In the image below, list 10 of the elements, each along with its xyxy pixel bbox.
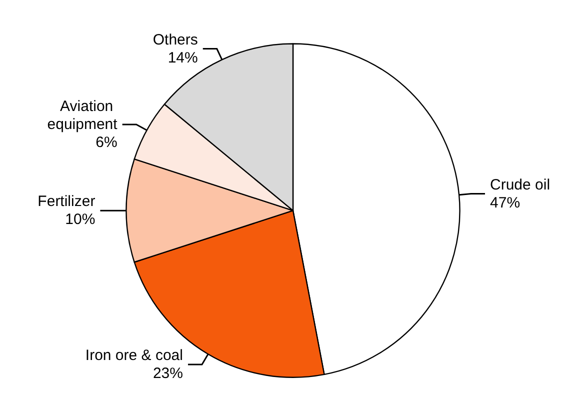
data-label: 14%	[168, 49, 198, 66]
slice-label: Others	[152, 31, 198, 48]
data-label: 10%	[65, 211, 96, 228]
data-label: 47%	[490, 194, 520, 212]
slice-label: Iron ore & coal	[85, 346, 183, 364]
slice-label: Crude oil	[490, 176, 550, 194]
slice-label: Aviation equipment	[47, 98, 118, 133]
slice-label: Fertilizer	[38, 193, 96, 210]
data-label: 23%	[152, 364, 183, 382]
data-label: 6%	[96, 134, 118, 151]
